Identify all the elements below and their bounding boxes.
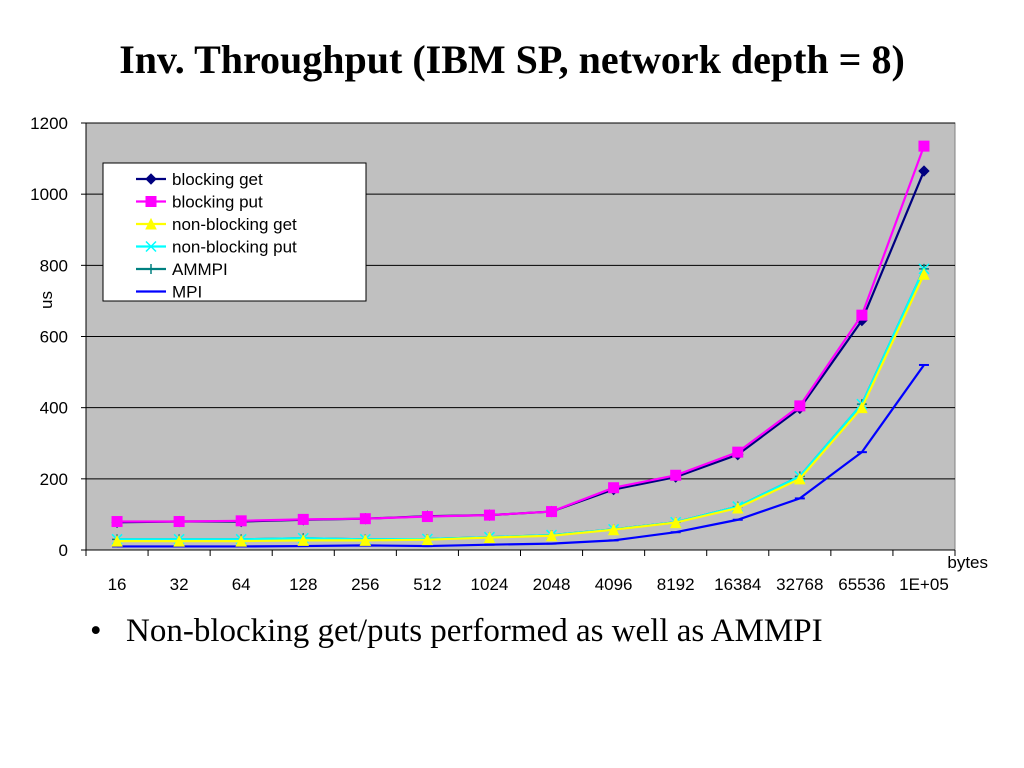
x-tick-label: 256 — [351, 575, 379, 594]
data-point — [918, 165, 930, 177]
data-point — [111, 534, 123, 547]
legend-marker — [145, 173, 157, 185]
x-tick-label: 16384 — [714, 575, 761, 594]
legend-entry: non-blocking put — [136, 238, 297, 257]
y-tick-label: 1200 — [30, 114, 68, 133]
x-tick-label: 128 — [289, 575, 317, 594]
y-tick-label: 600 — [40, 328, 68, 347]
legend-label: blocking get — [172, 170, 263, 189]
data-point — [111, 516, 123, 528]
y-axis-label: us — [37, 291, 56, 309]
data-point — [421, 533, 434, 546]
series-blocking-put — [111, 140, 930, 528]
data-point — [670, 469, 682, 481]
data-point — [732, 446, 744, 458]
x-tick-label: 16 — [108, 575, 127, 594]
legend-marker — [145, 217, 157, 230]
data-point — [421, 511, 433, 523]
legend-label: blocking put — [172, 193, 263, 212]
data-point — [235, 534, 247, 547]
bullet-text: Non-blocking get/puts performed as well … — [126, 613, 823, 649]
slide-title: Inv. Throughput (IBM SP, network depth =… — [119, 37, 905, 82]
y-tick-label: 800 — [40, 256, 68, 275]
x-axis-label: bytes — [947, 553, 988, 572]
legend-marker — [145, 240, 157, 253]
data-point — [297, 534, 310, 546]
data-point — [359, 513, 371, 525]
legend-entry: MPI — [136, 283, 202, 302]
legend-entry: non-blocking get — [136, 215, 297, 234]
legend-entry: AMMPI — [136, 260, 228, 279]
legend-label: MPI — [172, 283, 202, 302]
data-point — [856, 309, 868, 321]
data-point — [173, 534, 185, 547]
x-tick-label: 32 — [170, 575, 189, 594]
x-tick-label: 2048 — [533, 575, 571, 594]
x-tick-label: 1E+05 — [899, 575, 949, 594]
series-lines — [111, 140, 930, 548]
series-line — [117, 145, 925, 523]
x-tick-label: 4096 — [595, 575, 633, 594]
data-point — [856, 401, 868, 414]
x-tick-label: 64 — [232, 575, 251, 594]
y-tick-label: 0 — [59, 541, 68, 560]
data-point — [918, 268, 930, 280]
data-point — [669, 516, 682, 529]
data-point — [608, 482, 620, 494]
x-tick-label: 512 — [413, 575, 441, 594]
y-tick-label: 200 — [40, 470, 68, 489]
x-tick-label: 8192 — [657, 575, 695, 594]
data-point — [297, 513, 309, 525]
y-tick-label: 1000 — [30, 185, 68, 204]
data-point — [545, 529, 558, 542]
legend-marker — [145, 196, 157, 207]
data-point — [235, 515, 247, 527]
y-tick-label: 400 — [40, 399, 68, 418]
data-point — [359, 534, 372, 546]
legend-box — [102, 162, 367, 302]
data-point — [918, 140, 930, 152]
legend-label: non-blocking get — [172, 215, 297, 234]
legend-marker — [146, 264, 156, 274]
legend: blocking get blocking put non-blocking get… — [102, 162, 367, 302]
legend-label: AMMPI — [172, 260, 228, 279]
x-tick-label: 32768 — [776, 575, 823, 594]
data-point — [483, 531, 496, 544]
data-point — [483, 509, 495, 521]
bullet-dot: • — [90, 613, 102, 649]
series-line — [117, 364, 925, 548]
data-point — [546, 506, 558, 518]
data-point — [173, 516, 185, 528]
x-tick-label: 1024 — [471, 575, 509, 594]
series-non-blocking-get — [111, 268, 930, 547]
legend-entry: blocking get — [136, 170, 263, 189]
data-point — [731, 501, 744, 514]
data-point — [607, 523, 620, 536]
data-point — [794, 400, 806, 412]
data-point — [794, 472, 806, 485]
y-axis-ticks: 0 200 400 600 800 1000 1200 — [30, 114, 86, 560]
x-axis-ticks: 16 32 64 128 256 512 1024 2048 4096 8192 16384 3276… — [85, 550, 956, 594]
x-tick-label: 65536 — [838, 575, 885, 594]
legend-label: non-blocking put — [172, 238, 297, 257]
series-line — [117, 273, 925, 543]
legend-entry: blocking put — [136, 193, 263, 212]
